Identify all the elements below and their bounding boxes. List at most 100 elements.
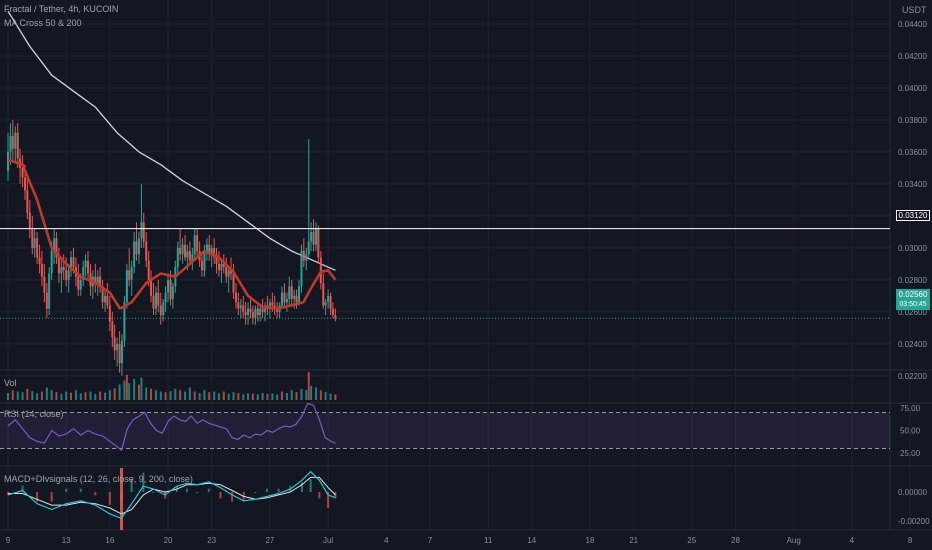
volume-bar xyxy=(133,379,136,400)
volume-bar xyxy=(295,392,298,400)
candle-body xyxy=(50,251,53,274)
volume-bar xyxy=(65,391,68,400)
candle-body xyxy=(234,292,237,303)
candle-body xyxy=(65,270,68,280)
candle-body xyxy=(232,273,235,293)
price-tick-label: 0.02400 xyxy=(898,340,927,349)
level-price-label: 0.03120 xyxy=(896,210,930,221)
candle-body xyxy=(237,302,240,309)
volume-bar xyxy=(60,393,63,400)
time-tick-label: 13 xyxy=(62,536,71,545)
price-tick-label: 0.03000 xyxy=(898,244,927,253)
volume-bar xyxy=(227,393,230,400)
candle-body xyxy=(94,276,97,284)
volume-bar xyxy=(125,374,128,400)
candle-body xyxy=(113,337,116,351)
time-tick-label: 8 xyxy=(908,536,913,545)
volume-bar xyxy=(113,388,116,400)
candle-body xyxy=(302,251,305,261)
candle-body xyxy=(217,263,220,271)
macd-tick-label: 0.00000 xyxy=(898,488,927,497)
macd-legend[interactable]: MACD+DIvsignals (12, 26, close, 9, 200, … xyxy=(4,474,193,484)
rsi-legend[interactable]: RSI (14, close) xyxy=(4,409,64,419)
candle-body xyxy=(9,135,12,152)
candle-body xyxy=(305,254,308,261)
candle-body xyxy=(315,228,318,245)
time-tick-label: 23 xyxy=(207,536,216,545)
volume-bar xyxy=(79,393,82,400)
macd-histogram-bar xyxy=(219,492,222,499)
volume-bar xyxy=(140,377,143,400)
candle-body xyxy=(169,279,172,300)
candle-body xyxy=(28,212,31,229)
candle-body xyxy=(77,276,80,290)
volume-bar xyxy=(154,390,157,400)
rsi-tick-label: 75.00 xyxy=(900,404,921,413)
candle-body xyxy=(36,238,39,258)
time-tick-label: Jul xyxy=(323,536,333,545)
candle-body xyxy=(79,279,82,290)
volume-bar xyxy=(276,394,279,400)
macd-histogram-bar xyxy=(327,492,330,509)
candle-body xyxy=(213,247,216,258)
time-tick-label: 4 xyxy=(384,536,389,545)
candle-body xyxy=(310,231,313,242)
time-tick-label: Aug xyxy=(787,536,801,545)
volume-bar xyxy=(305,390,308,400)
candle-body xyxy=(249,308,252,312)
volume-bar xyxy=(26,388,29,400)
currency-label: USDT xyxy=(902,5,927,15)
candle-body xyxy=(152,295,155,309)
volume-bar xyxy=(55,392,58,400)
time-tick-label: 4 xyxy=(850,536,855,545)
candle-body xyxy=(154,292,157,309)
candle-body xyxy=(150,279,153,296)
volume-bar xyxy=(104,392,107,400)
candle-body xyxy=(290,286,293,300)
macd-tick-label: -0.00200 xyxy=(898,517,930,526)
symbol-legend[interactable]: Fractal / Tether, 4h, KUCOIN xyxy=(4,4,119,14)
volume-bar xyxy=(285,393,288,400)
candle-body xyxy=(157,292,160,306)
candle-body xyxy=(48,273,51,309)
macd-histogram-bar xyxy=(334,492,337,499)
time-tick-label: 16 xyxy=(105,536,114,545)
candle-body xyxy=(247,308,250,316)
volume-bar xyxy=(145,387,148,400)
candle-body xyxy=(176,247,179,268)
volume-bar xyxy=(188,387,191,400)
volume-bar xyxy=(251,393,254,400)
volume-bar xyxy=(256,394,259,400)
candle-body xyxy=(128,270,131,280)
candle-body xyxy=(295,295,298,303)
ma-cross-legend[interactable]: MA Cross 50 & 200 xyxy=(4,18,82,28)
time-tick-label: 20 xyxy=(164,536,173,545)
price-tick-label: 0.03400 xyxy=(898,180,927,189)
candle-body xyxy=(162,302,165,316)
volume-bar xyxy=(242,394,245,400)
volume-bar xyxy=(164,392,167,400)
ma50-line xyxy=(7,158,337,310)
candle-body xyxy=(186,251,189,258)
candle-body xyxy=(87,260,90,274)
candle-body xyxy=(7,151,9,172)
candle-body xyxy=(268,302,271,309)
candle-body xyxy=(227,270,230,277)
candle-body xyxy=(319,257,322,284)
candle-body xyxy=(145,241,148,261)
macd-histogram-bar xyxy=(277,488,280,492)
volume-bar xyxy=(94,393,97,400)
volume-legend[interactable]: Vol xyxy=(4,378,17,388)
candle-body xyxy=(24,177,27,191)
last-price-label: 0.02560 xyxy=(896,289,930,300)
volume-bar xyxy=(174,388,177,400)
candle-body xyxy=(215,257,218,264)
candle-body xyxy=(57,257,60,274)
candle-body xyxy=(200,260,203,271)
volume-bar xyxy=(45,387,48,400)
macd-histogram-bar xyxy=(21,485,24,492)
candle-body xyxy=(230,270,233,274)
candle-body xyxy=(322,283,325,306)
